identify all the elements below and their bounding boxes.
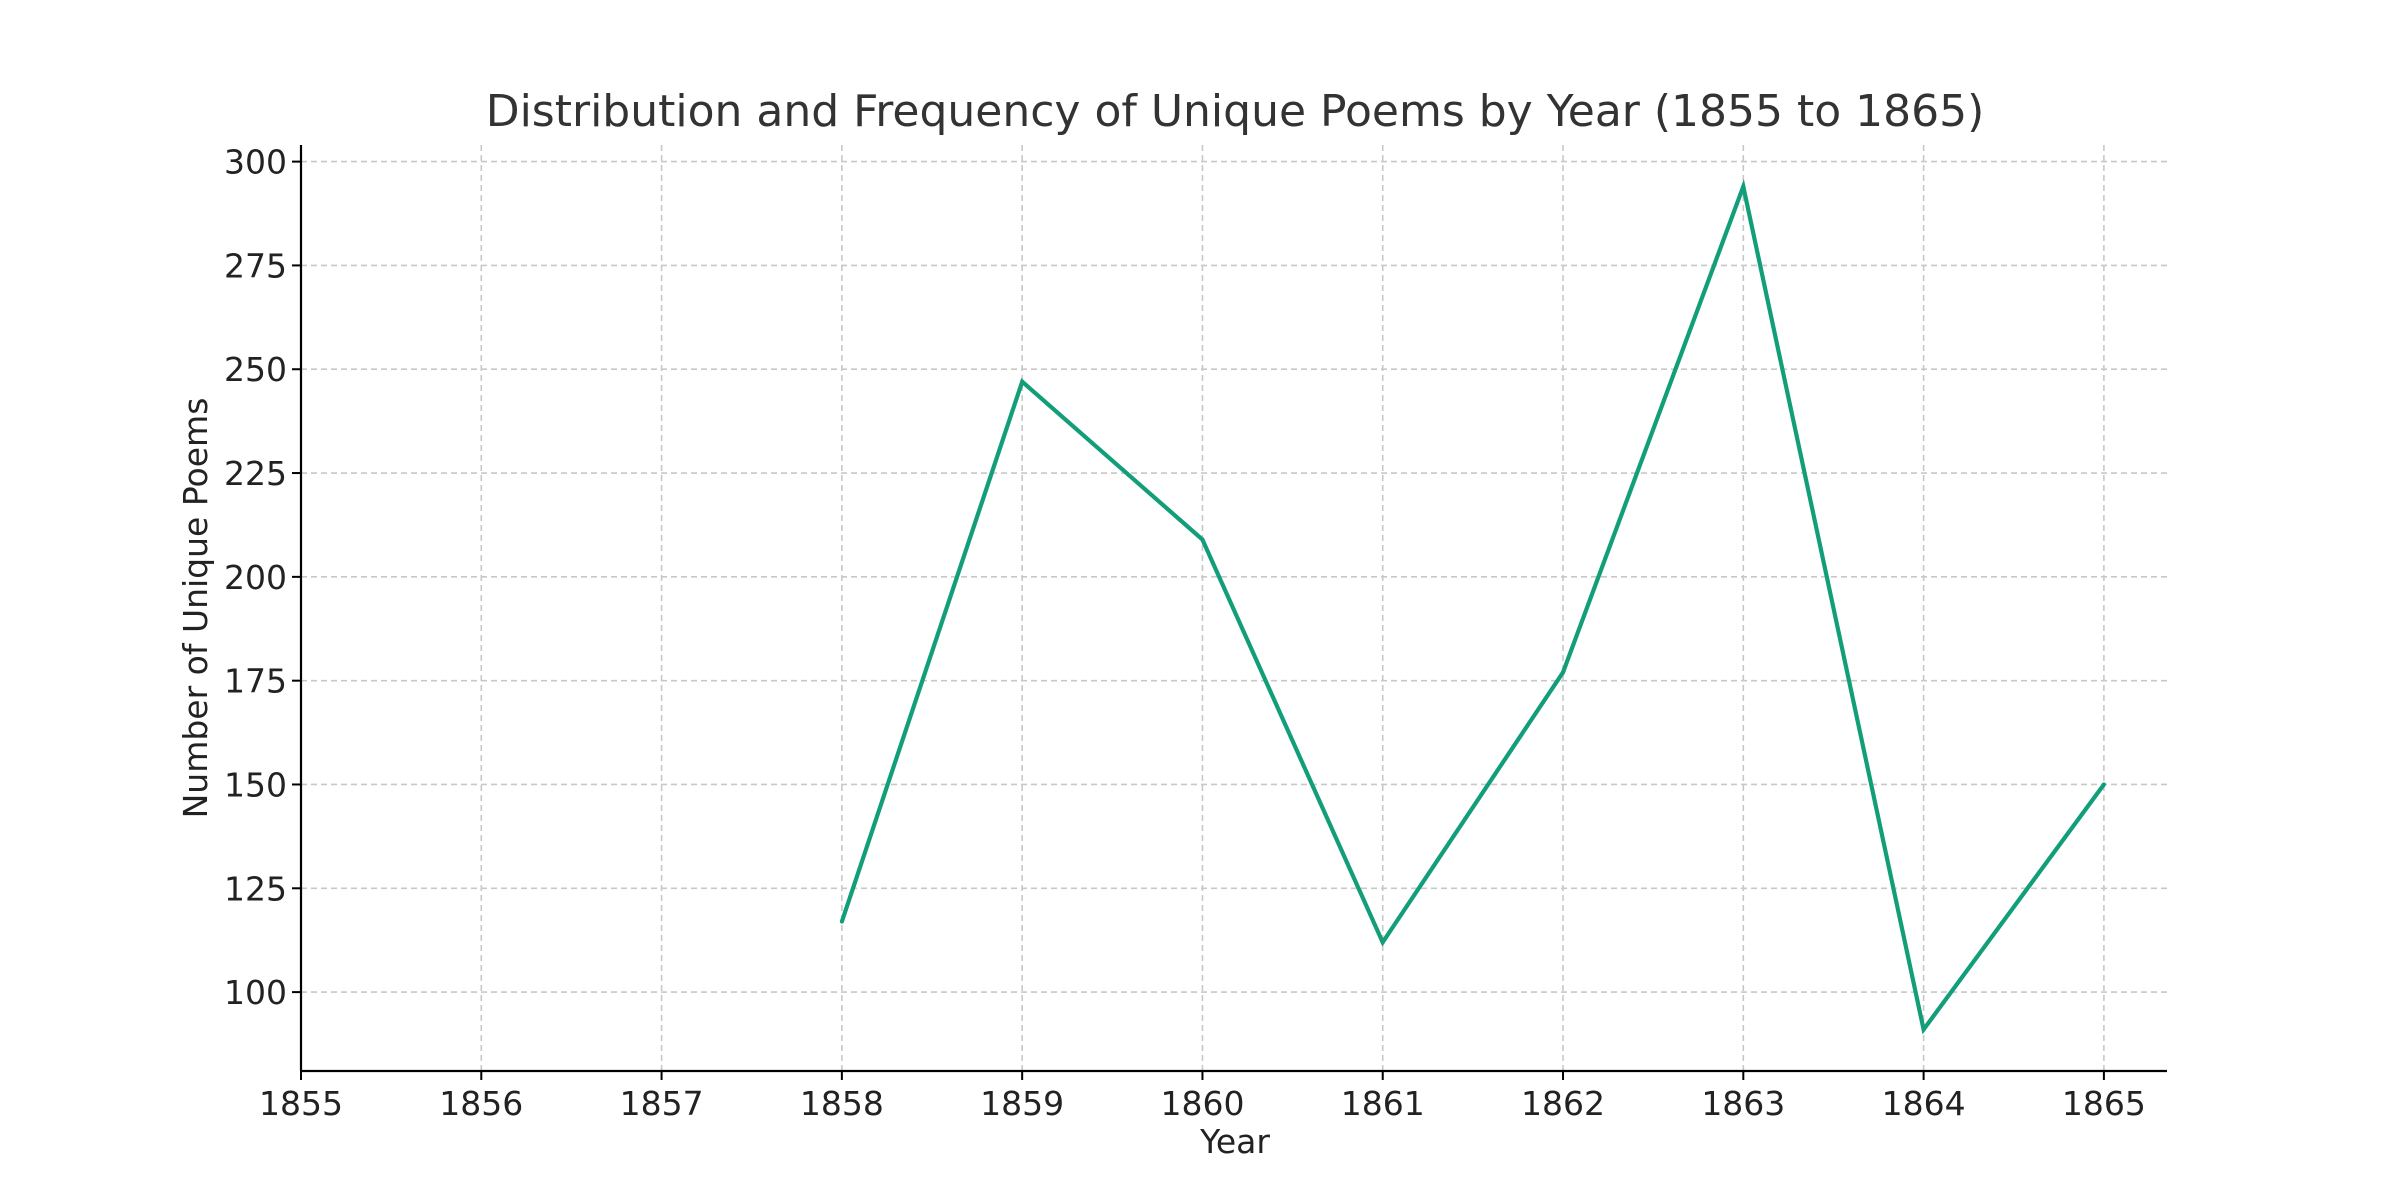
x-axis-label: Year [1199,1122,1270,1161]
x-axis-ticks: 1855 1856 1857 1858 1859 1860 1861 1862 1863 1864… [259,1071,2146,1123]
y-tick-label: 125 [224,869,287,908]
data-point [1200,537,1205,542]
series-layer [839,178,2106,1035]
data-point [1020,379,1025,384]
x-tick-label: 1862 [1521,1084,1605,1123]
y-tick-label: 275 [224,246,287,285]
x-tick-label: 1857 [620,1084,704,1123]
x-tick-label: 1858 [800,1084,884,1123]
y-tick-label: 150 [224,765,287,804]
y-tick-label: 200 [224,558,287,597]
x-tick-label: 1861 [1341,1084,1425,1123]
x-tick-label: 1865 [2062,1084,2146,1123]
y-tick-label: 100 [224,973,287,1012]
axes [299,145,2167,1073]
data-point [1741,184,1746,189]
grid [300,145,2167,1071]
y-tick-label: 300 [224,143,287,182]
y-axis-label: Number of Unique Poems [176,398,215,819]
x-tick-label: 1863 [1701,1084,1785,1123]
data-point [1380,940,1385,945]
y-tick-label: 225 [224,454,287,493]
data-point [839,919,845,924]
x-tick-label: 1859 [980,1084,1064,1123]
data-point [1560,670,1566,675]
y-tick-label: 175 [224,662,287,701]
chart-title: Distribution and Frequency of Unique Poe… [486,86,1985,137]
x-tick-label: 1860 [1160,1084,1244,1123]
series-line [839,178,2106,1035]
x-tick-label: 1856 [439,1084,523,1123]
data-point [2101,782,2106,787]
x-tick-label: 1864 [1882,1084,1966,1123]
y-axis-ticks: 100 125 150 175 200 225 250 275 300 [224,143,301,1012]
x-tick-label: 1855 [259,1084,343,1123]
data-point [1921,1027,1926,1032]
y-tick-label: 250 [224,350,287,389]
